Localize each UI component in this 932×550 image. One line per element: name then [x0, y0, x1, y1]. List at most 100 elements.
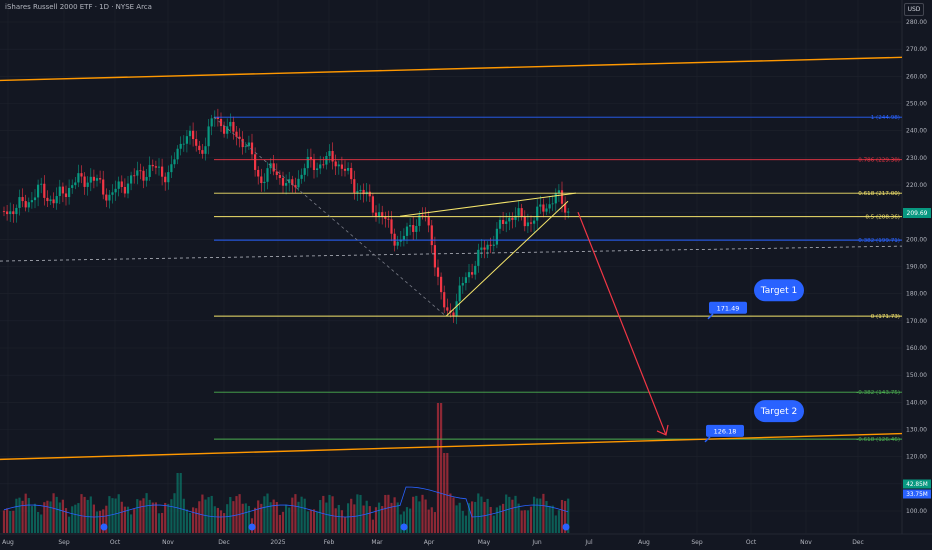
- candle-body: [89, 176, 92, 183]
- y-tick-label: 280.00: [906, 19, 927, 26]
- candle-body: [9, 211, 12, 215]
- volume-bar: [557, 510, 560, 533]
- volume-bar: [95, 511, 99, 533]
- volume-bar: [257, 500, 260, 533]
- volume-bar: [412, 496, 415, 533]
- volume-bar: [102, 509, 105, 533]
- x-tick-label: Nov: [162, 539, 174, 546]
- volume-bar: [30, 506, 33, 533]
- x-tick-label: 2025: [270, 539, 285, 546]
- candle-body: [461, 282, 464, 286]
- price-callout: [709, 301, 747, 314]
- volume-bar: [374, 507, 378, 533]
- candle-body: [520, 208, 523, 217]
- last-price-text: 209.69: [907, 210, 928, 217]
- volume-bar: [511, 499, 514, 533]
- x-tick-label: May: [478, 539, 491, 546]
- price-callout: [706, 424, 744, 437]
- volume-bar: [523, 510, 526, 533]
- volume-bar: [542, 493, 545, 533]
- volume-bar: [145, 493, 148, 533]
- fib-level-label: -0.618 (126.46): [856, 437, 900, 443]
- candle-body: [195, 139, 198, 146]
- candle-body: [278, 174, 281, 178]
- fib-level-label: 0.5 (208.36): [865, 215, 900, 221]
- candle-body: [337, 164, 340, 167]
- volume-bar: [294, 494, 297, 533]
- volume-bar: [161, 512, 164, 533]
- fib-retracement: 1 (244.98) 0.786 (229.30) 0.618 (217.00) 0.…: [214, 115, 902, 443]
- volume-bar: [415, 495, 418, 533]
- y-tick-label: 220.00: [906, 182, 927, 189]
- volume-bar: [235, 496, 238, 533]
- volume-bar: [192, 507, 195, 533]
- volume-bars: [2, 403, 570, 533]
- y-tick-label: 240.00: [906, 128, 927, 135]
- volume-bar: [436, 403, 440, 533]
- candle-body: [508, 217, 511, 222]
- x-tick-label: Oct: [746, 539, 757, 546]
- volume-bar: [223, 513, 226, 533]
- candle-body: [68, 187, 71, 198]
- candle-body: [316, 168, 319, 171]
- candle-body: [306, 156, 309, 169]
- event-marker-icon: [100, 523, 108, 531]
- volume-bar: [533, 496, 536, 533]
- volume-bar: [281, 511, 285, 533]
- volume-bar: [46, 500, 49, 533]
- volume-bar: [37, 512, 40, 533]
- candle-body: [402, 235, 405, 240]
- candle-body: [170, 164, 173, 173]
- target-arrow-line: [577, 211, 667, 436]
- volume-bar: [278, 514, 281, 533]
- time-axis[interactable]: Aug Sep Oct Nov Dec 2025 Feb Mar Apr May Jun Jul Aug…: [2, 539, 864, 546]
- volume-bar: [362, 505, 365, 533]
- volume-bar: [396, 502, 399, 533]
- volume-bar: [130, 514, 133, 533]
- price-axis[interactable]: 100.00110.00120.00130.00140.00150.00160.…: [903, 19, 931, 515]
- volume-bar: [210, 495, 213, 533]
- candle-body: [387, 218, 390, 220]
- volume-bar: [154, 502, 157, 533]
- candle-body: [359, 189, 362, 192]
- y-tick-label: 190.00: [906, 264, 927, 271]
- candle-body: [328, 151, 331, 156]
- candle-body: [322, 164, 325, 166]
- volume-bar: [560, 499, 564, 533]
- volume-bar: [340, 510, 343, 533]
- target-callout-text: Target 1: [760, 286, 797, 296]
- volume-bar: [260, 503, 263, 533]
- volume-bar: [49, 501, 52, 533]
- volume-bar: [114, 498, 117, 533]
- volume-bar: [21, 500, 24, 533]
- volume-bar: [359, 494, 362, 533]
- volume-bar: [71, 506, 74, 533]
- candle-body: [436, 267, 440, 277]
- volume-bar: [554, 515, 557, 533]
- volume-bar: [204, 499, 207, 533]
- volume-bar: [241, 503, 244, 533]
- candle-body: [216, 117, 219, 119]
- volume-bar: [514, 495, 517, 533]
- candle-body: [223, 126, 226, 134]
- x-tick-label: Aug: [2, 539, 14, 546]
- candle-body: [272, 163, 275, 172]
- candle-body: [492, 244, 495, 246]
- volume-bar: [285, 504, 288, 533]
- volume-bar: [9, 511, 12, 533]
- candle-body: [250, 142, 254, 155]
- target-callout: [754, 400, 804, 423]
- volume-bar: [43, 502, 46, 533]
- candle-body: [498, 219, 502, 229]
- candle-body: [539, 204, 542, 207]
- volume-bar: [247, 505, 250, 533]
- volume-bar: [173, 493, 176, 533]
- volume-bar: [536, 498, 539, 533]
- currency-button[interactable]: USD: [904, 3, 924, 16]
- volume-bar: [474, 501, 477, 533]
- candle-body: [61, 186, 64, 194]
- y-tick-label: 170.00: [906, 318, 927, 325]
- volume-bar: [55, 496, 58, 533]
- volume-bar: [232, 501, 235, 533]
